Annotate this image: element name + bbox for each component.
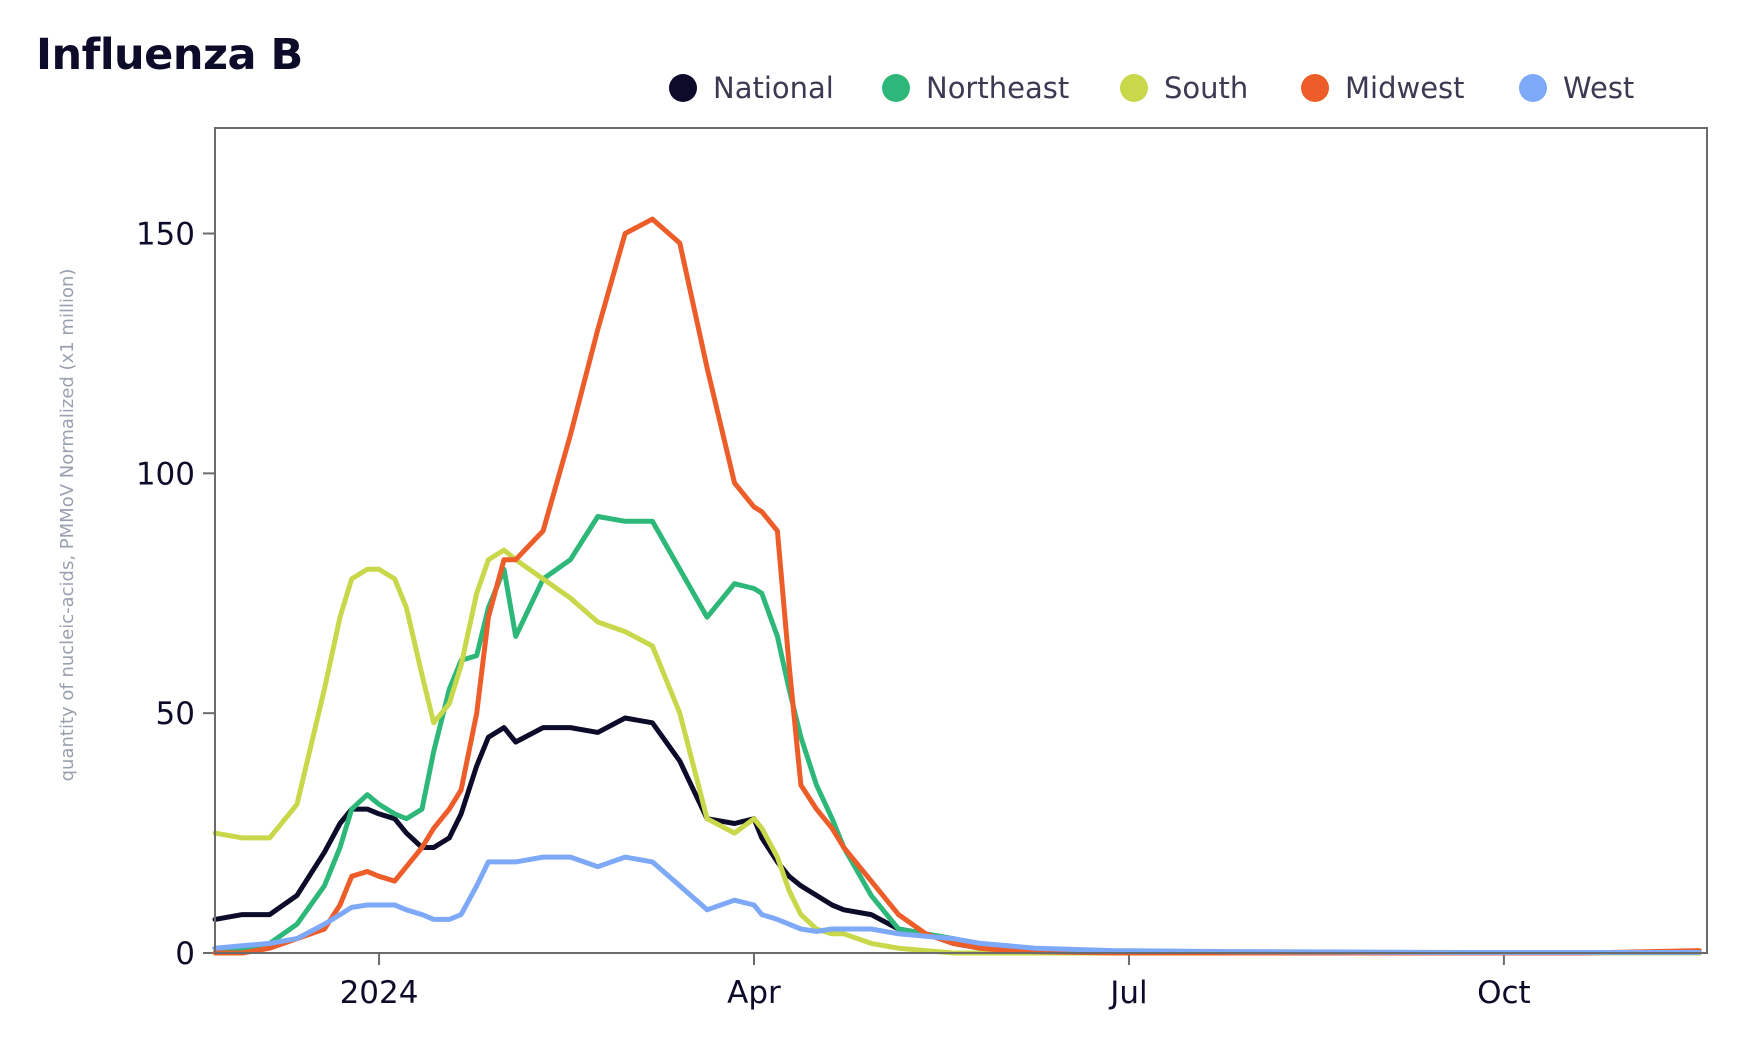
x-tick-label-1: Apr [727,975,781,1011]
legend-marker-midwest [1301,74,1329,102]
legend-label-midwest: Midwest [1345,71,1465,105]
plot-frame [214,127,1708,954]
y-tick-label-1: 50 [156,696,195,732]
legend-label-national: National [713,71,834,105]
legend-marker-south [1120,74,1148,102]
series-line-midwest [212,216,1702,956]
legend-label-west: West [1563,71,1634,105]
y-tick-label-0: 0 [175,936,195,972]
y-axis-label: quantity of nucleic-acids, PMMoV Normali… [57,269,78,782]
x-tick-label-0: 2024 [340,975,419,1011]
y-axis: 0 50 100 150 [136,217,215,972]
y-tick-label-3: 150 [136,217,195,253]
chart-title: Influenza B [36,30,303,80]
plot-lines [212,216,1702,956]
x-axis: 2024 Apr Jul Oct [340,953,1531,1011]
series-line-south [212,547,1702,956]
x-tick-label-2: Jul [1108,975,1147,1011]
y-tick-label-2: 100 [136,456,195,492]
legend-label-south: South [1164,71,1248,105]
legend-marker-national [669,74,697,102]
series-line-northeast [212,514,1702,956]
legend-label-northeast: Northeast [926,71,1069,105]
legend-marker-west [1519,74,1547,102]
legend-marker-northeast [882,74,910,102]
x-tick-label-3: Oct [1477,975,1531,1011]
series-line-west [212,854,1702,955]
chart-legend: National Northeast South Midwest West [669,71,1634,105]
